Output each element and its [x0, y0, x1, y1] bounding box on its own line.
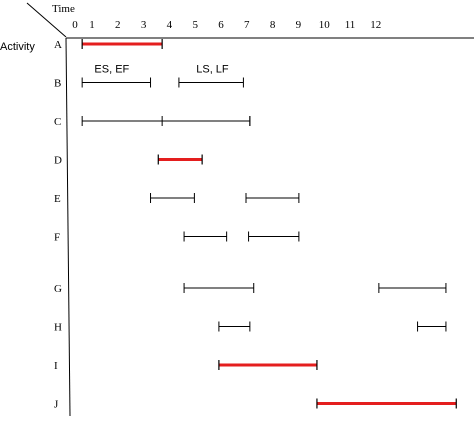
tick-label: 0 [72, 19, 78, 31]
tick-label: 12 [370, 19, 381, 31]
activity-label: G [54, 283, 62, 295]
activity-row-a: A [54, 39, 163, 51]
activity-row-g: G [54, 283, 447, 295]
activity-label: I [54, 360, 58, 372]
tick-label: 11 [345, 19, 356, 31]
activity-row-c: C [54, 116, 251, 128]
activity-label: C [54, 116, 61, 128]
activity-label: F [54, 232, 60, 244]
activity-row-i: I [54, 360, 318, 372]
header-diagonal [26, 2, 67, 38]
annotations: ES, EF LS, LF [94, 64, 229, 76]
tick-label: 1 [89, 19, 95, 31]
activity-row-j: J [54, 398, 457, 411]
tick-label: 10 [319, 19, 331, 31]
tick-label: 7 [244, 19, 250, 31]
activity-label: J [54, 399, 59, 411]
tick-label: 8 [270, 19, 276, 31]
tick-label: 9 [296, 19, 302, 31]
annotation-label: ES, EF [94, 64, 129, 76]
activity-label: D [54, 155, 62, 167]
tick-label: 2 [115, 19, 121, 31]
tick-label: 5 [192, 19, 198, 31]
activity-rows: A B C D E F G H I J [54, 39, 457, 411]
activity-label: E [54, 193, 61, 205]
activity-row-f: F [54, 231, 300, 244]
activity-label: H [54, 322, 62, 334]
activity-row-b: B [54, 77, 244, 90]
activity-axis-line [65, 37, 71, 417]
activity-label: B [54, 78, 61, 90]
time-axis-label: Time [52, 3, 75, 15]
activity-row-h: H [54, 321, 447, 334]
time-tick-labels: 0 1 2 3 4 5 6 7 8 9 10 11 12 [72, 19, 381, 31]
tick-label: 3 [141, 19, 147, 31]
activity-row-e: E [54, 193, 300, 205]
activity-label: A [54, 39, 62, 51]
activity-axis-label: Activity [0, 41, 35, 53]
tick-label: 4 [167, 19, 173, 31]
activity-row-d: D [54, 154, 203, 167]
annotation-label: LS, LF [196, 64, 229, 76]
tick-label: 6 [218, 19, 224, 31]
